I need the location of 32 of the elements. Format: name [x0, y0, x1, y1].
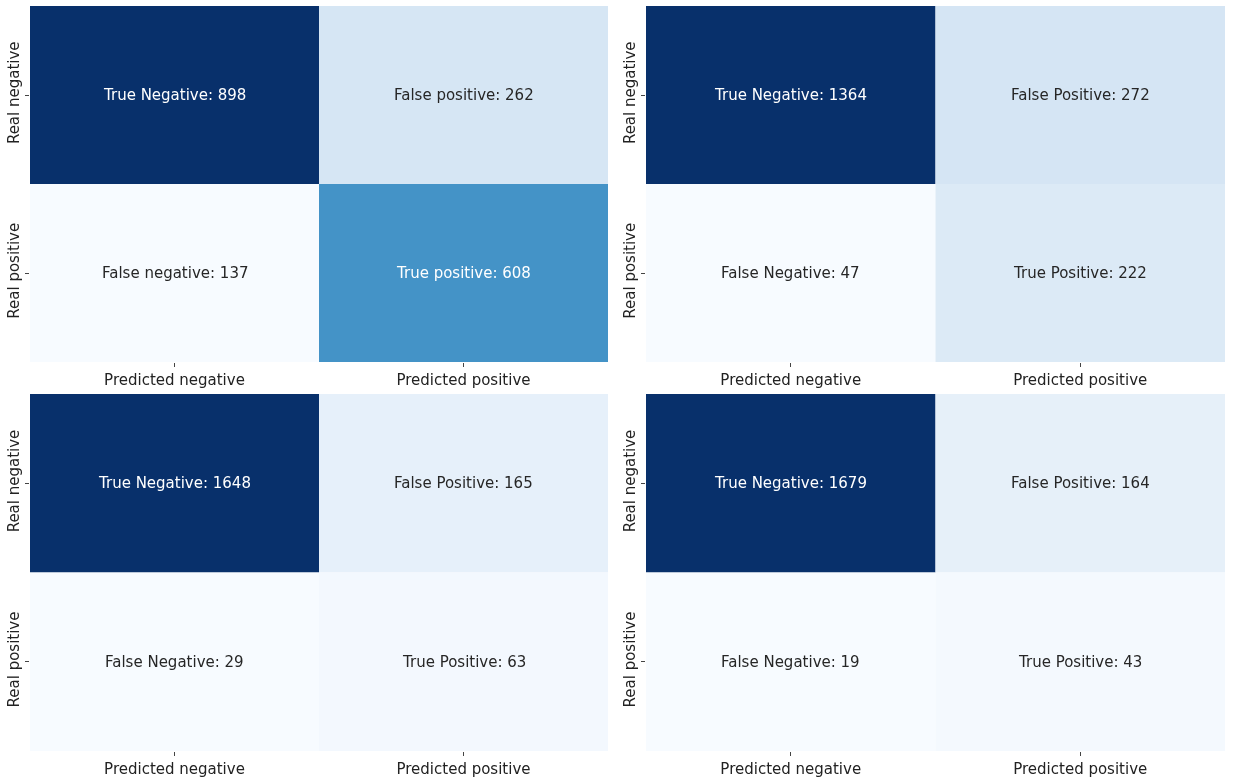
- data-label: False Positive: 165: [394, 474, 533, 492]
- x-tick-label: Predicted positive: [396, 760, 531, 777]
- data-label: False Positive: 272: [1011, 86, 1150, 104]
- data-label: False Positive: 164: [1011, 474, 1150, 492]
- data-label: True Positive: 63: [402, 653, 527, 671]
- data-label: False negative: 137: [102, 264, 249, 282]
- x-tick-label: Predicted positive: [396, 371, 531, 389]
- y-tick-label: Real positive: [5, 222, 23, 319]
- data-label: True Negative: 1679: [714, 474, 867, 492]
- x-tick-label: Predicted negative: [720, 371, 862, 389]
- data-label: True Negative: 898: [103, 86, 247, 104]
- y-tick-label: Real positive: [621, 611, 639, 708]
- x-tick-label: Predicted negative: [720, 760, 862, 777]
- data-label: True Negative: 1364: [714, 86, 867, 104]
- x-tick-label: Predicted positive: [1013, 371, 1148, 389]
- data-label: True Positive: 222: [1013, 264, 1147, 282]
- data-label: False positive: 262: [394, 86, 534, 104]
- data-label: False Negative: 19: [721, 653, 860, 671]
- y-tick-label: Real positive: [621, 222, 639, 319]
- y-tick-label: Real negative: [5, 429, 23, 533]
- x-tick-label: Predicted negative: [104, 760, 245, 777]
- x-tick-label: Predicted negative: [104, 371, 245, 389]
- y-tick-label: Real positive: [5, 611, 23, 708]
- y-tick-label: Real negative: [621, 41, 639, 145]
- data-label: False Negative: 47: [721, 264, 860, 282]
- y-tick-label: Real negative: [5, 41, 23, 145]
- x-tick-label: Predicted positive: [1013, 760, 1148, 777]
- y-tick-label: Real negative: [621, 429, 639, 533]
- data-label: True Negative: 1648: [98, 474, 251, 492]
- data-label: False Negative: 29: [105, 653, 244, 671]
- data-label: True Positive: 43: [1018, 653, 1143, 671]
- data-label: True positive: 608: [396, 264, 531, 282]
